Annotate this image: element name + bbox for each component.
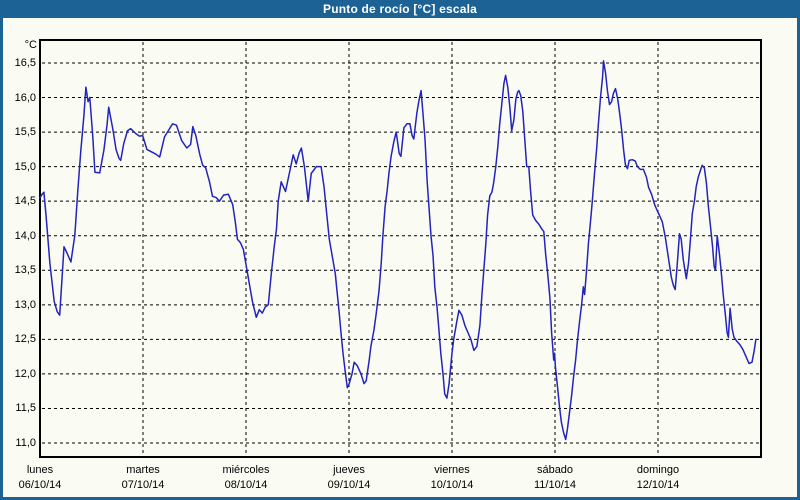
x-tick-label: jueves 09/10/14 xyxy=(297,463,401,493)
x-tick-date: 09/10/14 xyxy=(327,479,371,491)
x-tick-label: domingo 12/10/14 xyxy=(606,463,710,493)
y-tick-label: 12,0 xyxy=(14,367,36,380)
y-tick-label: 16,5 xyxy=(14,57,36,69)
plot-frame xyxy=(39,39,762,458)
x-tick-date: 08/10/14 xyxy=(224,479,268,491)
x-tick-date: 10/10/14 xyxy=(430,479,474,491)
x-tick-day-name: jueves xyxy=(333,464,365,476)
y-tick-label: 15,5 xyxy=(14,126,36,139)
y-tick-label: 11,5 xyxy=(15,402,36,415)
x-tick-label: lunes 06/10/14 xyxy=(0,463,92,493)
x-tick-label: viernes 10/10/14 xyxy=(400,463,504,493)
x-tick-label: martes 07/10/14 xyxy=(91,463,195,493)
y-axis-unit-label: °C xyxy=(24,39,37,51)
y-tick-label: 12,5 xyxy=(14,333,36,346)
x-tick-date: 06/10/14 xyxy=(18,479,62,491)
y-tick-label: 13,5 xyxy=(14,264,36,277)
x-tick-day-name: sábado xyxy=(536,464,574,476)
y-tick-label: 16,0 xyxy=(14,91,36,104)
x-tick-day-name: viernes xyxy=(434,464,470,476)
dewpoint-line xyxy=(39,60,757,441)
x-tick-label: miércoles 08/10/14 xyxy=(194,463,298,493)
x-tick-day-name: martes xyxy=(126,464,160,476)
y-tick-label: 14,5 xyxy=(14,195,36,208)
x-tick-day-name: miércoles xyxy=(222,464,270,476)
y-tick-label: 14,0 xyxy=(14,229,36,242)
y-tick-label: 15,0 xyxy=(14,160,36,173)
x-tick-date: 12/10/14 xyxy=(636,479,680,491)
window-title: Punto de rocío [°C] escala xyxy=(322,2,478,16)
y-tick-label: 13,0 xyxy=(14,298,36,311)
x-tick-label: sábado 11/10/14 xyxy=(503,463,607,493)
x-tick-date: 07/10/14 xyxy=(121,479,165,491)
y-tick-label: 11,0 xyxy=(15,437,36,449)
window-titlebar: Punto de rocío [°C] escala xyxy=(0,0,800,18)
x-tick-date: 11/10/14 xyxy=(533,479,576,491)
x-tick-day-name: lunes xyxy=(26,464,54,476)
chart-background xyxy=(3,18,797,497)
x-tick-day-name: domingo xyxy=(636,464,680,476)
